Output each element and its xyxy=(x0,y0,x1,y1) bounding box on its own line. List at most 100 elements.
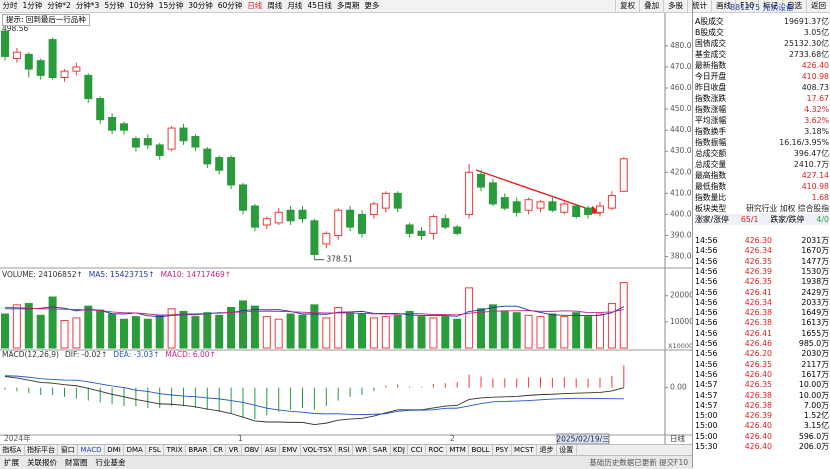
indicator-tab[interactable]: MCST xyxy=(512,445,538,455)
tool-button[interactable]: 叠加 xyxy=(639,0,663,12)
stat-row: A股成交 19691.37亿 xyxy=(695,16,829,27)
tick-time: 15:00 xyxy=(695,421,718,431)
indicator-tab[interactable]: 设置 xyxy=(557,445,577,455)
stat-value: 研究行业 加权 综合股指 xyxy=(746,204,829,213)
tool-button[interactable]: 画线 xyxy=(711,0,735,12)
indicator-tab[interactable]: ASI xyxy=(262,445,280,455)
tool-button[interactable]: 复权 xyxy=(615,0,639,12)
candle-body xyxy=(405,224,414,234)
tool-button[interactable]: 统计 xyxy=(687,0,711,12)
period-button[interactable]: 日线 xyxy=(247,1,263,10)
indicator-tab[interactable]: MTM xyxy=(447,445,470,455)
tick-price: 426.46 xyxy=(744,339,772,348)
volume-bar xyxy=(48,296,57,349)
period-button[interactable]: 1分钟 xyxy=(22,1,43,10)
tick-volume: 1938万 xyxy=(801,277,829,287)
indicator-tab[interactable]: BRAR xyxy=(186,445,211,455)
period-button[interactable]: 45日线 xyxy=(307,1,332,10)
tick-row: 14:56 426.30 2031万 xyxy=(695,236,829,246)
indicator-tab[interactable]: VOL-TSX xyxy=(301,445,336,455)
period-button[interactable]: 10分钟 xyxy=(129,1,154,10)
indicator-tab[interactable]: RSI xyxy=(336,445,353,455)
indicator-tab[interactable]: OBV xyxy=(242,445,263,455)
period-button[interactable]: 更多 xyxy=(364,1,380,10)
tip[interactable]: 提示: 回到最后一行品种 xyxy=(2,14,90,26)
period-button[interactable]: 多周期 xyxy=(336,1,360,10)
indicator-tab[interactable]: 退步 xyxy=(537,445,557,455)
indicator-tab[interactable]: DMI xyxy=(105,445,125,455)
tick-time: 15:00 xyxy=(695,411,718,421)
tool-button[interactable]: 返回 xyxy=(806,0,830,12)
period-button[interactable]: 5分钟 xyxy=(104,1,125,10)
tick-price: 426.39 xyxy=(744,411,772,421)
indicator-tab[interactable]: SAR xyxy=(370,445,391,455)
legend-item: VOLUME: 24106852↑ xyxy=(2,270,83,279)
bottom-tab[interactable]: 关联报价 xyxy=(27,458,57,467)
tick-row: 14:57 426.38 10.00万 xyxy=(695,391,829,401)
indicator-tab[interactable]: CCI xyxy=(408,445,426,455)
indicator-tab[interactable]: 指标A xyxy=(0,445,25,455)
period-button[interactable]: 30分钟 xyxy=(188,1,213,10)
period-button[interactable]: 分钟*2 xyxy=(47,1,71,10)
volume-bar xyxy=(167,308,176,349)
tick-time: 14:56 xyxy=(695,277,718,287)
tick-price: 426.40 xyxy=(744,442,772,451)
indicator-tab[interactable]: KDJ xyxy=(391,445,409,455)
indicator-tab[interactable]: WR xyxy=(353,445,371,455)
period-button[interactable]: 60分钟 xyxy=(217,1,243,10)
tick-price: 426.40 xyxy=(744,369,772,379)
stat-label: 指数量比 xyxy=(695,193,727,202)
tool-button[interactable]: 多股 xyxy=(663,0,687,12)
x-label: 2025/02/19/三 xyxy=(556,435,609,444)
tick-time: 14:56 xyxy=(695,359,718,369)
indicator-tab[interactable]: EMV xyxy=(280,445,301,455)
legend-item: DEA: -3.03↑ xyxy=(113,350,159,359)
volume-bar xyxy=(536,316,545,349)
tool-button[interactable]: 标记 xyxy=(758,0,782,12)
indicator-tab[interactable]: PSY xyxy=(493,445,512,455)
volume-bar xyxy=(369,317,378,349)
period-button[interactable]: 分钟*3 xyxy=(75,1,100,10)
period-button[interactable]: 月线 xyxy=(287,1,303,10)
bottom-tab[interactable]: 扩展 xyxy=(4,458,19,467)
toolbar: 分时 1分钟 分钟*2 分钟*3 5分钟 10分钟 15分钟 30分钟 60分钟 日线 周线 月线 45… xyxy=(0,0,830,13)
indicator-tab[interactable]: MACD xyxy=(78,445,105,455)
stat-row: 最低指数 410.98 xyxy=(695,181,829,192)
indicator-tab[interactable]: BOLL xyxy=(469,445,493,455)
period-button[interactable]: 分时 xyxy=(2,1,18,10)
bottom-tab[interactable]: 行业基金 xyxy=(95,458,126,467)
tick-volume: 1649万 xyxy=(801,308,829,318)
period-button[interactable]: 周线 xyxy=(267,1,283,10)
indicator-tab[interactable]: TRIX xyxy=(164,445,186,455)
indicator-tab[interactable]: FSL xyxy=(146,445,165,455)
tick-row: 14:56 426.38 1649万 xyxy=(695,308,829,318)
tick-row: 14:56 426.35 1477万 xyxy=(695,257,829,267)
stat-value: 3.62% xyxy=(804,116,829,125)
stat-label: 指数涨跌 xyxy=(695,94,727,103)
tool-button[interactable]: 自选 xyxy=(782,0,806,12)
candle-body xyxy=(607,194,616,209)
y-tick-label: 420.0 xyxy=(670,167,692,176)
indicator-tab[interactable]: CR xyxy=(211,445,227,455)
legend-item: MA5: 15423715↑ xyxy=(89,270,155,279)
indicator-tab[interactable]: 窗口 xyxy=(58,445,79,455)
tick-time: 14:57 xyxy=(695,390,718,400)
tick-row: 14:56 426.41 1655万 xyxy=(695,329,829,339)
bottom-tab[interactable]: 财富圈 xyxy=(65,458,88,467)
stat-label: 最新指数 xyxy=(695,61,727,70)
indicator-tab[interactable]: ROC xyxy=(426,445,447,455)
stat-label: 指数振幅 xyxy=(695,138,727,147)
tick-row: 14:57 426.38 7.00万 xyxy=(695,401,829,411)
tick-volume: 7.00万 xyxy=(803,400,829,410)
indicator-tab[interactable]: VR xyxy=(226,445,242,455)
indicator-tab[interactable]: 指标平台 xyxy=(25,445,59,455)
period-button[interactable]: 15分钟 xyxy=(158,1,184,10)
candle-body xyxy=(322,232,331,245)
tool-button[interactable]: F10 xyxy=(735,0,758,12)
candle-body xyxy=(108,117,117,131)
tick-price: 426.35 xyxy=(744,380,772,390)
indicator-line xyxy=(4,375,624,416)
indicator-tab[interactable]: DMA xyxy=(124,445,147,455)
candle-body xyxy=(465,171,474,215)
stat-label: 平均涨幅 xyxy=(695,116,727,125)
